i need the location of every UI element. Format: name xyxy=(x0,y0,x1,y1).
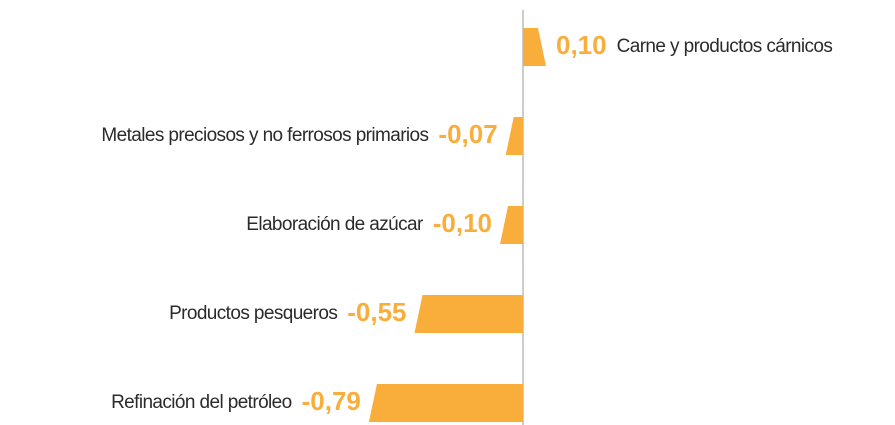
bar xyxy=(505,117,523,155)
value-label: -0,55 xyxy=(347,297,406,327)
category-label: Refinación del petróleo xyxy=(111,392,292,413)
value-label: 0,10 xyxy=(556,30,607,60)
bar xyxy=(500,206,523,244)
category-label: Metales preciosos y no ferrosos primario… xyxy=(101,125,428,146)
bar xyxy=(368,384,523,422)
value-label: -0,10 xyxy=(433,208,492,238)
bar xyxy=(523,28,546,66)
value-label: -0,07 xyxy=(438,119,497,149)
category-label: Elaboración de azúcar xyxy=(246,214,424,235)
category-label: Productos pesqueros xyxy=(169,303,337,324)
category-label: Carne y productos cárnicos xyxy=(617,36,833,57)
bar xyxy=(414,295,523,333)
value-label: -0,79 xyxy=(302,386,361,416)
